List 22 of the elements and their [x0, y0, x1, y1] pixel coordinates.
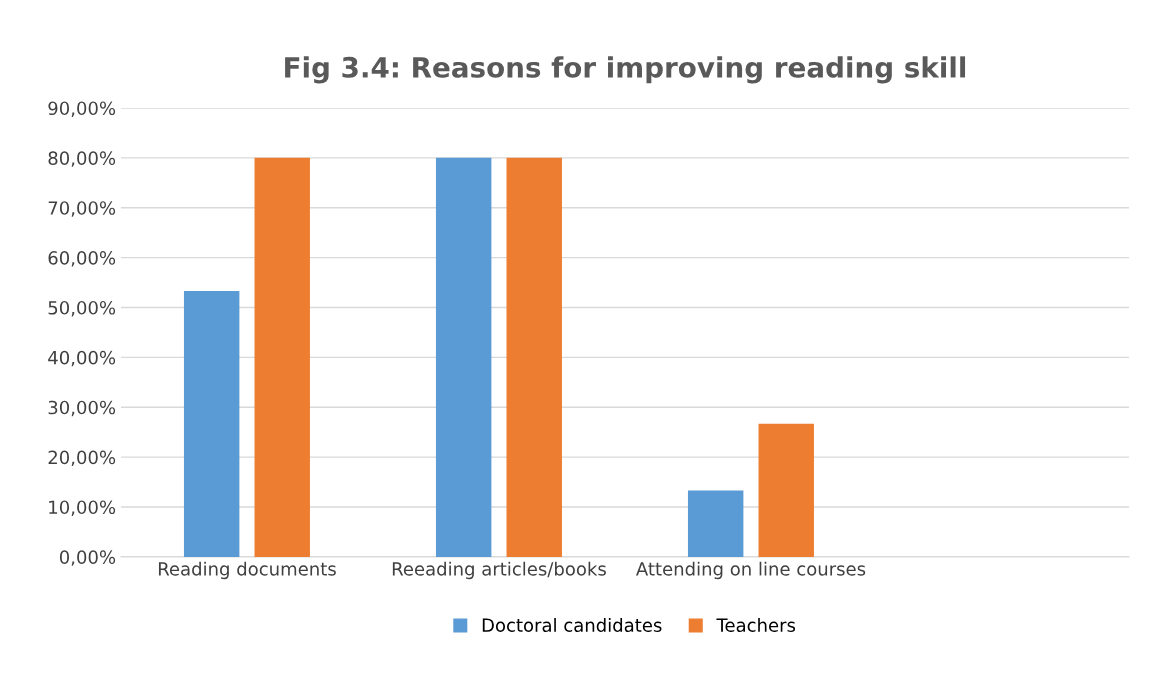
legend-label: Doctoral candidates [482, 618, 662, 632]
y-tick-label: 50,00% [48, 300, 116, 317]
bar [435, 157, 492, 557]
y-tick-label: 90,00% [48, 101, 116, 117]
bar [758, 423, 814, 557]
y-tick-label: 30,00% [48, 400, 116, 417]
y-tick-label: 20,00% [48, 450, 116, 467]
bar [183, 291, 240, 557]
bar [254, 157, 310, 557]
chart-title: Fig 3.4: Reasons for improving reading skill [285, 56, 966, 84]
bar [687, 490, 744, 557]
x-tick-label: Reading documents [158, 561, 336, 580]
y-tick-label: 80,00% [48, 151, 116, 167]
y-tick-label: 40,00% [48, 350, 116, 367]
y-tick-label: 10,00% [49, 500, 116, 516]
bar [506, 157, 562, 557]
x-tick-label: Reeading articles/books [392, 561, 606, 580]
legend-label: Teachers [716, 618, 796, 632]
y-tick-label: 70,00% [48, 201, 116, 217]
y-tick-label: 60,00% [48, 251, 116, 267]
x-tick-label: Attending on line courses [636, 561, 866, 580]
y-tick-label: 0,00% [59, 550, 116, 566]
